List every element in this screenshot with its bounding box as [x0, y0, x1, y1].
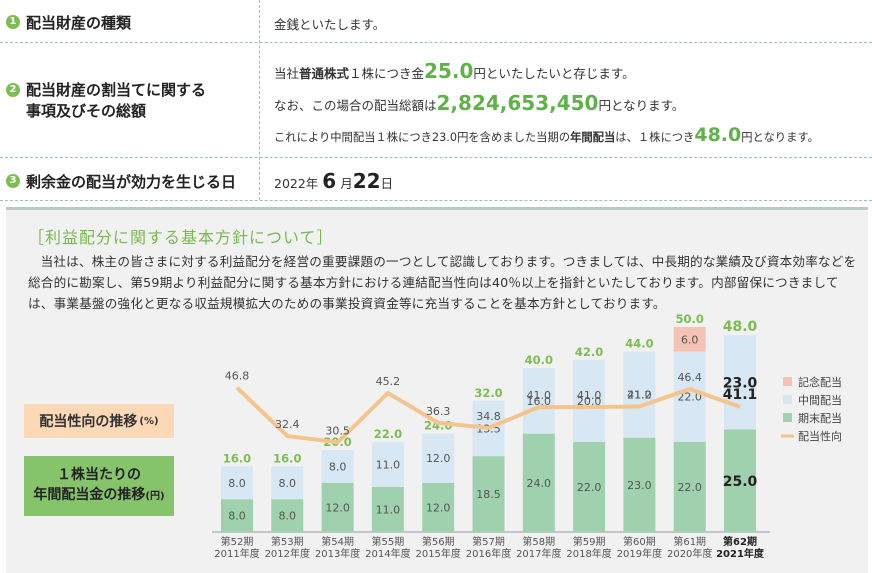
row3-label: 3 剰余金の配当が効力を生じる日	[6, 171, 236, 192]
text-annual-dividend: 年間配当	[570, 131, 616, 144]
row2-line3: これにより中間配当１株につき23.0円を含めました当期の年間配当は、１株につき4…	[274, 124, 819, 146]
effective-date: 2022年 6 月22日	[274, 169, 393, 193]
row2-line2: なお、この場合の配当総額は2,824,653,450円となります。	[274, 91, 684, 115]
row3-label-text: 剰余金の配当が効力を生じる日	[26, 173, 237, 191]
text-common-stock: 普通株式	[299, 66, 350, 81]
total-dividend-amount: 2,824,653,450	[436, 91, 599, 115]
row2-label: 2 配当財産の割当てに関する 事項及びその総額	[6, 80, 206, 122]
row1-label-text: 配当財産の種類	[26, 14, 132, 32]
column-divider	[259, 0, 260, 200]
policy-body: 当社は、株主の皆さまに対する利益配分を経営の重要課題の一つとして認識しております…	[28, 254, 857, 311]
row-divider	[0, 200, 872, 201]
row2-line1: 当社普通株式１株につき金25.0円といたしたいと存じます。	[274, 59, 635, 83]
date-day: 22	[352, 169, 381, 193]
dividend-label-text: １株当たりの 年間配当金の推移(円)	[33, 465, 164, 507]
text-per-share: １株につき金	[349, 66, 425, 81]
row2-label-line2: 事項及びその総額	[26, 102, 147, 120]
dividend-label-line2: 年間配当金の推移	[33, 487, 146, 503]
annual-dividend-amount: 48.0	[694, 124, 742, 146]
date-month: 6	[322, 169, 337, 193]
dividend-proposal-table: 1 配当財産の種類 金銭といたします。 2 配当財産の割当てに関する 事項及びそ…	[0, 0, 872, 201]
text-yen-annual: 円となります。	[741, 131, 819, 144]
text-per-share-2: は、１株につき	[615, 131, 695, 144]
row2-label-text: 配当財産の割当てに関する 事項及びその総額	[26, 80, 206, 122]
number-1-icon: 1	[6, 15, 20, 29]
number-2-icon: 2	[6, 83, 20, 97]
dividend-per-share-label: １株当たりの 年間配当金の推移(円)	[24, 456, 174, 516]
payout-ratio-unit: (%)	[139, 415, 159, 427]
row-divider	[0, 157, 872, 158]
date-year: 2022年	[274, 176, 319, 191]
row1-label: 1 配当財産の種類	[6, 12, 131, 33]
profit-distribution-policy: ［利益配分に関する基本方針について］ 当社は、株主の皆さまに対する利益配分を経営…	[6, 207, 868, 573]
row-divider	[0, 42, 872, 43]
date-month-unit: 月	[340, 176, 353, 191]
text-yen-wish: 円といたしたいと存じます。	[473, 66, 635, 81]
policy-title: ［利益配分に関する基本方針について］	[28, 228, 334, 247]
payout-ratio-label-text: 配当性向の推移	[39, 414, 138, 430]
dividend-label-unit: (円)	[145, 491, 165, 502]
row2-label-line1: 配当財産の割当てに関する	[26, 81, 207, 99]
dividend-label-line1: １株当たりの	[56, 467, 141, 483]
number-3-icon: 3	[6, 174, 20, 188]
text-interim-note: これにより中間配当１株につき23.0円を含めました当期の	[274, 131, 571, 144]
per-share-amount: 25.0	[424, 59, 474, 83]
date-day-unit: 日	[380, 176, 394, 191]
text-total-intro: なお、この場合の配当総額は	[274, 98, 437, 113]
payout-ratio-label: 配当性向の推移 (%)	[24, 404, 174, 438]
text-company: 当社	[274, 66, 300, 81]
text-yen-total: 円となります。	[598, 98, 685, 113]
row1-value: 金銭といたします。	[274, 17, 386, 32]
